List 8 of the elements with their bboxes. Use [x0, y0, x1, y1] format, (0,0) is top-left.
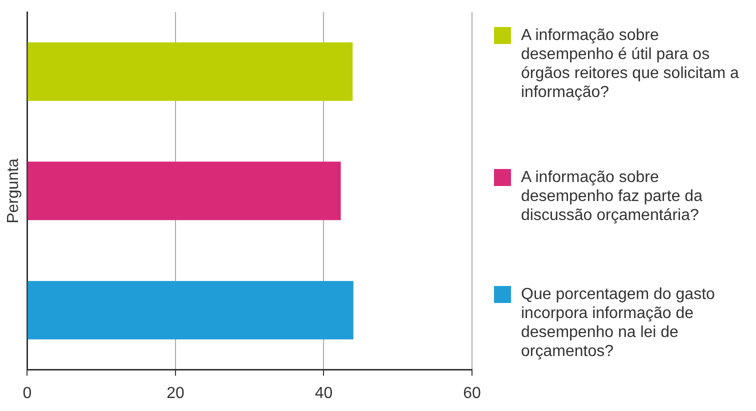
x-tick-label: 40 [314, 384, 333, 402]
legend-label: A informação sobre desempenho faz parte da discussão orçamentária? [521, 168, 704, 225]
x-tick-label: 60 [463, 384, 481, 402]
y-axis-title: Pergunta [5, 158, 22, 224]
x-tick-label: 20 [166, 384, 184, 402]
x-tick-label: 0 [22, 384, 32, 402]
legend-label: A informação sobre desempenho é útil para os órgãos reitores que solicitam a informação? [521, 26, 740, 102]
legend-label: Que porcentagem do gasto incorpora informação de desempenho na lei de orçamentos? [521, 285, 716, 361]
